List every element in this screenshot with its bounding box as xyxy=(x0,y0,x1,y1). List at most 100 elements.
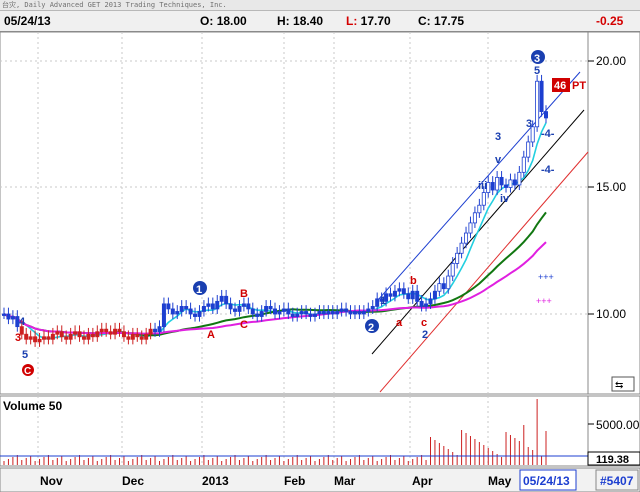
price-bar-body xyxy=(401,288,406,295)
wave-1-circle xyxy=(193,281,207,295)
quote-bar: 05/24/13 O: 18.00 H: 18.40 L: 17.70 C: 1… xyxy=(0,10,640,32)
price-bar-body xyxy=(193,313,198,317)
price-bar-body xyxy=(495,176,500,191)
price-bar-body xyxy=(450,262,455,277)
price-bar-body xyxy=(224,295,229,305)
label-2-minor: 2 xyxy=(422,329,428,341)
volume-last-value: 119.38 xyxy=(596,454,629,466)
price-bars xyxy=(2,74,549,347)
record-id: #5407 xyxy=(600,474,634,488)
price-bar-body xyxy=(166,303,171,310)
price-bar-body xyxy=(237,306,242,312)
trend-channel-line xyxy=(379,151,589,393)
price-bar-body xyxy=(432,290,437,300)
price-bar-body xyxy=(113,328,118,335)
time-label-2013: 2013 xyxy=(202,474,229,488)
label-minus4-lower: -4- xyxy=(541,164,555,176)
time-label-nov: Nov xyxy=(40,474,63,488)
price-bar-body xyxy=(535,80,540,128)
price-bar-body xyxy=(312,313,317,317)
wave-2-label: 2 xyxy=(368,322,374,334)
price-bar-body xyxy=(108,331,113,335)
price-bar-body xyxy=(335,311,340,315)
label-4-left: 4 xyxy=(19,316,26,328)
price-bar-body xyxy=(277,311,282,315)
wave-labels: 4 3 5 A B C 1 b a c 2 3 v iv iii 3 5 -4-… xyxy=(15,65,555,361)
price-bar-body xyxy=(441,283,446,290)
price-bar-body xyxy=(530,126,535,143)
price-bar-body xyxy=(366,308,371,312)
price-bar-body xyxy=(233,308,238,312)
time-axis: Nov Dec 2013 Feb Mar Apr May xyxy=(40,474,512,488)
label-b: B xyxy=(240,288,248,300)
price-bar-body xyxy=(117,328,122,333)
price-bar-body xyxy=(135,333,140,338)
pt-label: PT xyxy=(572,80,586,92)
label-5-left: 5 xyxy=(22,349,28,361)
price-bar-body xyxy=(348,311,353,315)
price-bar-body xyxy=(415,290,420,302)
price-bar-body xyxy=(215,300,220,310)
price-bar-body xyxy=(446,275,451,290)
price-bar-body xyxy=(250,308,255,315)
price-chart[interactable]: +++ +++ 20.00 15.00 10.00 ⇆ Volume 50 500… xyxy=(0,32,640,492)
price-bar-body xyxy=(437,283,442,292)
price-bar-body xyxy=(499,176,504,186)
price-bar-body xyxy=(19,326,24,335)
wave-3-label: 3 xyxy=(534,53,540,65)
current-date: 05/24/13 xyxy=(523,474,570,488)
wave-1-label: 1 xyxy=(196,284,202,296)
price-bar-body xyxy=(28,336,33,340)
price-bar-body xyxy=(255,313,260,317)
time-label-dec: Dec xyxy=(122,474,144,488)
price-bar-body xyxy=(512,179,517,186)
profit-target-marker: 46 PT xyxy=(552,78,586,92)
price-bar-body xyxy=(455,252,460,264)
price-bar-body xyxy=(424,303,429,307)
price-bar-body xyxy=(259,311,264,317)
price-bar-body xyxy=(339,308,344,312)
price-bar-body xyxy=(73,331,78,335)
label-c: C xyxy=(240,319,248,331)
price-bar-body xyxy=(428,298,433,305)
price-bar-body xyxy=(15,316,20,328)
price-bar-body xyxy=(468,222,473,234)
price-axis: 20.00 15.00 10.00 xyxy=(588,54,626,321)
price-bar-body xyxy=(126,336,131,340)
window-title: 台灾, Daily Advanced GET 2013 Trading Tech… xyxy=(0,0,640,10)
price-tick-15: 15.00 xyxy=(596,180,626,194)
price-bar-body xyxy=(326,311,331,315)
quote-date: 05/24/13 xyxy=(4,14,51,28)
price-bar-body xyxy=(486,182,491,193)
price-bar-body xyxy=(286,308,291,315)
price-bar-body xyxy=(197,311,202,317)
price-bar-body xyxy=(46,336,51,340)
label-a-minor: a xyxy=(396,317,403,329)
price-bar-body xyxy=(33,336,38,343)
price-bar-body xyxy=(50,333,55,340)
axis-scroll-button[interactable]: ⇆ xyxy=(611,376,635,392)
price-bar-body xyxy=(264,306,269,312)
price-bar-body xyxy=(321,311,326,315)
current-date-box xyxy=(519,469,577,491)
price-bar-body xyxy=(77,331,82,338)
price-bar-body xyxy=(90,333,95,338)
quote-low: L: 17.70 xyxy=(346,14,391,28)
pt-badge xyxy=(552,78,570,92)
price-bar-body xyxy=(384,293,389,302)
price-bar-body xyxy=(544,111,549,119)
price-bar-body xyxy=(281,308,286,312)
price-bar-body xyxy=(170,308,175,315)
price-bar-body xyxy=(81,336,86,340)
label-1-minor: 1 xyxy=(380,295,386,307)
price-bar-body xyxy=(161,303,166,328)
label-b-minor: b xyxy=(410,275,417,287)
price-bar-body xyxy=(41,336,46,340)
wave-2-circle xyxy=(365,319,379,333)
price-bar-body xyxy=(272,308,277,315)
price-bar-body xyxy=(10,316,15,320)
label-c-minor: c xyxy=(421,317,427,329)
price-bar-body xyxy=(539,80,544,113)
label-5-upper: 5 xyxy=(534,65,540,77)
price-bar-body xyxy=(477,204,482,214)
